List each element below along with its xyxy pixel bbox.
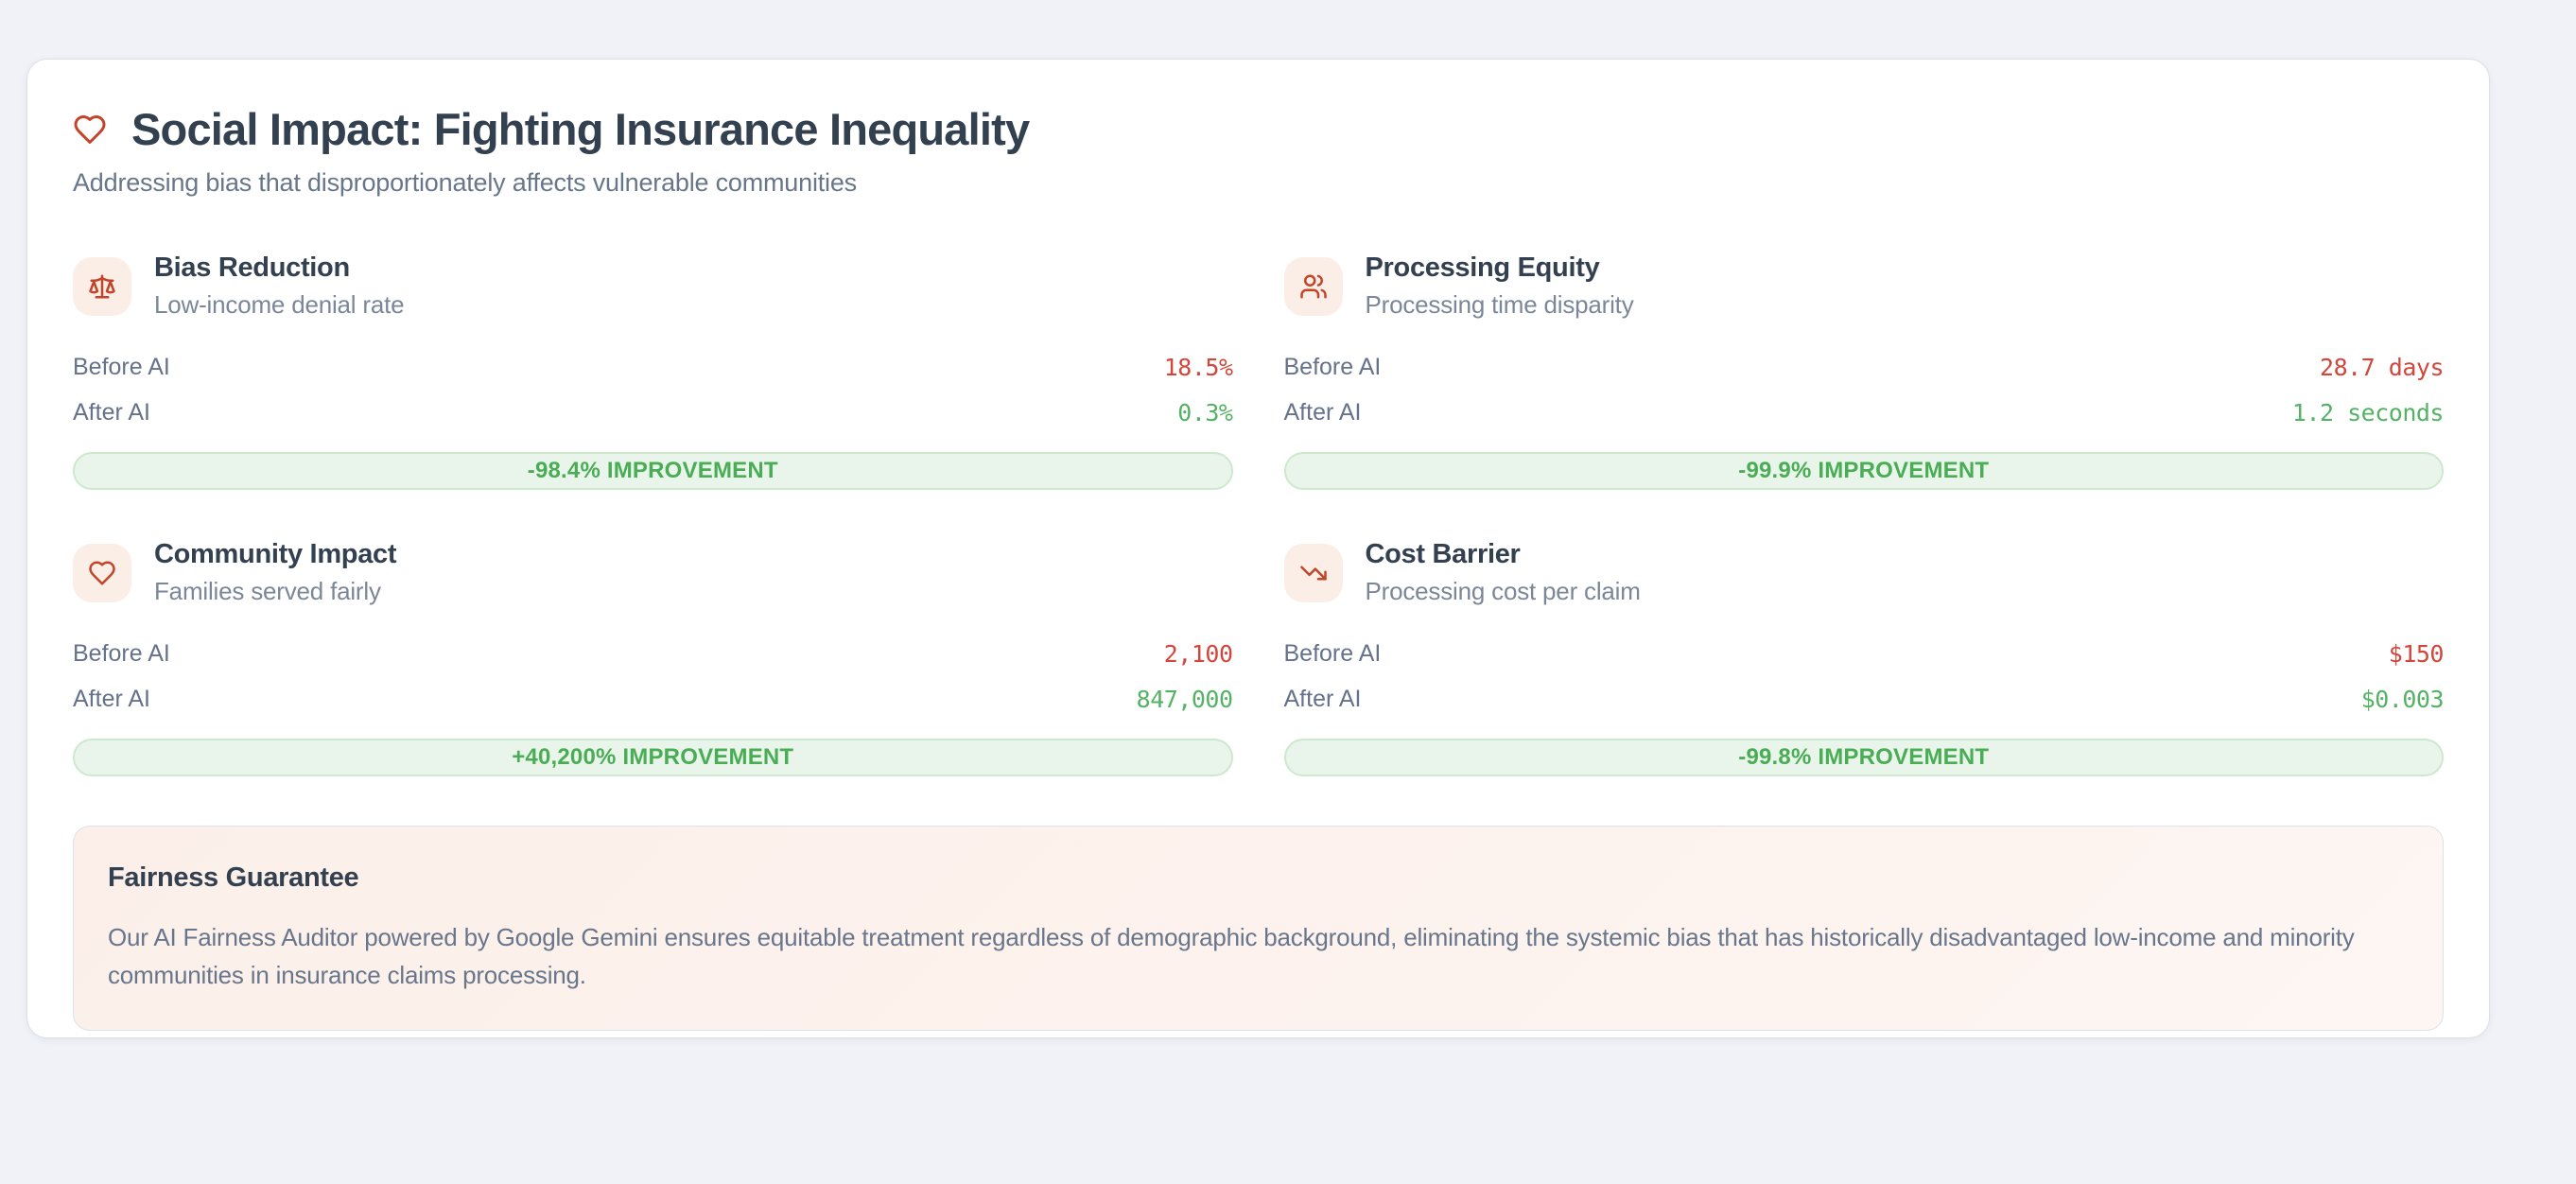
before-ai-row: Before AI $150 bbox=[1284, 631, 2445, 676]
improvement-badge: -99.8% IMPROVEMENT bbox=[1283, 739, 2444, 776]
improvement-badge: +40,200% IMPROVEMENT bbox=[73, 739, 1233, 776]
page-title: Social Impact: Fighting Insurance Inequa… bbox=[131, 104, 1030, 154]
before-ai-value: $150 bbox=[2388, 639, 2445, 668]
metric-card-community-impact: Community Impact Families served fairly … bbox=[73, 539, 1233, 776]
fairness-body: Our AI Fairness Auditor powered by Googl… bbox=[108, 923, 2355, 989]
after-ai-value: 0.3% bbox=[1177, 398, 1233, 427]
before-ai-label: Before AI bbox=[73, 639, 170, 667]
after-ai-label: After AI bbox=[1283, 685, 1362, 712]
before-ai-row: Before AI 18.5% bbox=[73, 344, 1233, 390]
metric-title: Cost Barrier bbox=[1365, 539, 1521, 569]
before-ai-label: Before AI bbox=[1283, 353, 1382, 380]
metric-card-processing-equity: Processing Equity Processing time dispar… bbox=[1283, 252, 2445, 490]
card-header: Social Impact: Fighting Insurance Inequa… bbox=[73, 103, 2444, 198]
after-ai-label: After AI bbox=[73, 685, 150, 712]
fairness-title: Fairness Guarantee bbox=[108, 862, 359, 893]
metric-card-cost-barrier: Cost Barrier Processing cost per claim B… bbox=[1283, 539, 2445, 776]
after-ai-row: After AI $0.003 bbox=[1284, 676, 2445, 722]
before-ai-label: Before AI bbox=[73, 353, 170, 380]
metric-subtitle: Processing time disparity bbox=[1365, 290, 1634, 319]
improvement-badge: -99.9% IMPROVEMENT bbox=[1283, 452, 2444, 490]
before-ai-value: 2,100 bbox=[1163, 639, 1233, 668]
metric-title: Bias Reduction bbox=[154, 252, 350, 283]
metric-subtitle: Families served fairly bbox=[154, 577, 381, 605]
before-ai-value: 18.5% bbox=[1163, 353, 1233, 381]
scales-icon bbox=[73, 256, 131, 316]
improvement-badge: -98.4% IMPROVEMENT bbox=[73, 452, 1233, 490]
metric-card-bias-reduction: Bias Reduction Low-income denial rate Be… bbox=[73, 252, 1233, 490]
after-ai-value: 1.2 seconds bbox=[2291, 398, 2445, 427]
metric-subtitle: Processing cost per claim bbox=[1365, 577, 1641, 605]
metric-title: Community Impact bbox=[154, 539, 397, 569]
before-ai-row: Before AI 2,100 bbox=[73, 631, 1233, 676]
before-ai-label: Before AI bbox=[1283, 639, 1382, 667]
social-impact-card: Social Impact: Fighting Insurance Inequa… bbox=[26, 59, 2490, 1038]
page-subtitle: Addressing bias that disproportionately … bbox=[73, 168, 857, 197]
heart-icon bbox=[73, 543, 131, 602]
after-ai-value: $0.003 bbox=[2360, 685, 2445, 713]
after-ai-row: After AI 847,000 bbox=[73, 676, 1233, 722]
after-ai-label: After AI bbox=[73, 398, 150, 426]
heart-icon bbox=[74, 114, 106, 144]
trending-down-icon bbox=[1283, 543, 1343, 602]
users-icon bbox=[1283, 256, 1343, 316]
after-ai-value: 847,000 bbox=[1136, 685, 1233, 713]
before-ai-row: Before AI 28.7 days bbox=[1284, 344, 2445, 390]
after-ai-row: After AI 1.2 seconds bbox=[1284, 390, 2445, 435]
fairness-guarantee-panel: Fairness Guarantee Our AI Fairness Audit… bbox=[73, 826, 2444, 1031]
after-ai-label: After AI bbox=[1283, 398, 1362, 426]
metric-subtitle: Low-income denial rate bbox=[154, 290, 405, 319]
after-ai-row: After AI 0.3% bbox=[73, 390, 1233, 435]
metric-title: Processing Equity bbox=[1365, 252, 1600, 283]
metrics-grid: Bias Reduction Low-income denial rate Be… bbox=[73, 252, 2445, 776]
before-ai-value: 28.7 days bbox=[2320, 353, 2444, 381]
